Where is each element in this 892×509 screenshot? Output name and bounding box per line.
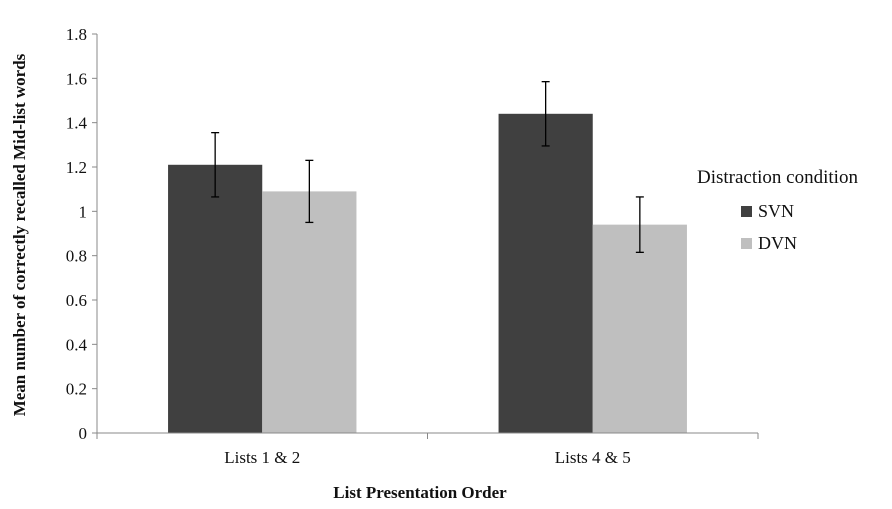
bar-svn xyxy=(168,164,263,434)
legend-swatch-svn xyxy=(741,206,752,217)
bar-dvn xyxy=(262,191,357,433)
x-tick-label: Lists 1 & 2 xyxy=(224,448,300,467)
x-axis-ticks: Lists 1 & 2 Lists 4 & 5 xyxy=(96,433,759,467)
legend-label-svn: SVN xyxy=(758,201,794,221)
y-axis-ticks: 0 0.2 0.4 0.6 0.8 1 1.2 1.4 1.6 1.8 xyxy=(66,25,97,443)
bar-dvn xyxy=(592,224,687,433)
y-tick-label: 1.6 xyxy=(66,69,87,88)
y-tick-label: 1 xyxy=(79,202,88,221)
y-tick-label: 1.2 xyxy=(66,158,87,177)
error-bars xyxy=(211,81,644,253)
y-tick-label: 0.4 xyxy=(66,335,88,354)
x-axis-label: List Presentation Order xyxy=(333,483,507,502)
y-tick-label: 0.8 xyxy=(66,247,87,266)
y-tick-label: 1.8 xyxy=(66,25,87,44)
legend-title: Distraction condition xyxy=(697,167,858,188)
y-tick-label: 0 xyxy=(79,424,88,443)
legend: Distraction condition SVN DVN xyxy=(697,167,858,253)
y-tick-label: 1.4 xyxy=(66,114,88,133)
bar-svn xyxy=(498,113,593,434)
y-tick-label: 0.6 xyxy=(66,291,87,310)
bars xyxy=(168,113,687,434)
x-tick-label: Lists 4 & 5 xyxy=(555,448,631,467)
legend-label-dvn: DVN xyxy=(758,233,797,253)
legend-swatch-dvn xyxy=(741,238,752,249)
y-axis-label: Mean number of correctly recalled Mid-li… xyxy=(10,53,29,416)
y-tick-label: 0.2 xyxy=(66,380,87,399)
